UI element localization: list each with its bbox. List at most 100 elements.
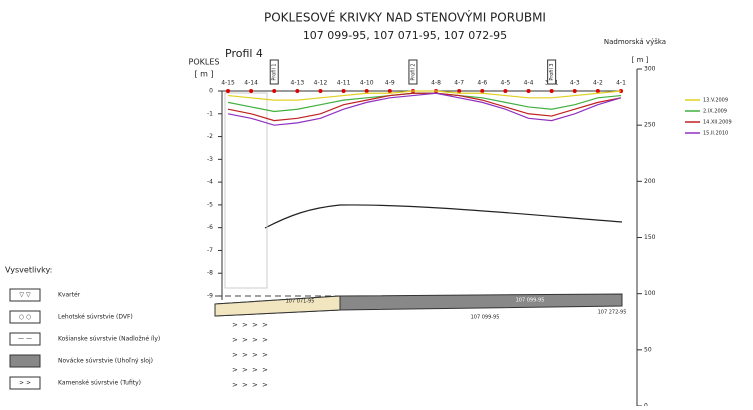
x-tick-label: 4-3 <box>570 80 580 87</box>
y2-unit: [ m ] <box>632 56 649 64</box>
terrain-line <box>264 204 623 229</box>
legend-label: 15.II.2010 <box>703 131 728 137</box>
y2-tick-label: 150 <box>644 234 656 241</box>
borehole-label: 107 272-95 <box>598 310 627 316</box>
profile-label: Profil 3 <box>549 63 555 80</box>
survey-point <box>341 89 346 93</box>
legend-item: Kamenské súvrstvie (Tufity) <box>58 380 141 387</box>
y-label: POKLES <box>189 58 220 67</box>
y-tick-label: -8 <box>207 270 213 277</box>
tuff-mark: > <box>262 366 268 374</box>
tuff-mark: > <box>232 366 238 374</box>
profile-box <box>547 59 557 85</box>
legend-item: Košianske súvrstvie (Nadložné íly) <box>58 336 160 343</box>
survey-point <box>226 89 230 93</box>
pattern-symbol: > > <box>19 380 31 387</box>
tuff-mark: > <box>262 321 268 329</box>
tuff-mark: > <box>252 366 258 374</box>
survey-point <box>318 89 323 93</box>
tuff-pattern: > > > > > > > > > > > > > > > > > > > > <box>232 321 268 389</box>
profile-label: Profil 1 <box>272 63 278 80</box>
y-tick-label: -5 <box>207 201 213 208</box>
y-tick-label: -3 <box>207 156 213 163</box>
survey-point <box>503 89 508 93</box>
borehole-label: 107 071-95 <box>286 299 315 305</box>
tuff-mark: > <box>252 381 258 389</box>
tuff-mark: > <box>252 351 258 359</box>
series-line <box>227 92 622 126</box>
survey-point <box>457 89 462 93</box>
x-tick-label: 4-1 <box>616 80 626 87</box>
tuff-mark: > <box>232 351 238 359</box>
legend-pattern <box>9 310 41 324</box>
x-tick-label: 4-10 <box>360 80 374 87</box>
survey-point <box>526 89 531 93</box>
coal-seam-hatch <box>214 295 341 317</box>
y-tick-label: -6 <box>207 224 213 231</box>
profile-marker: Profil 2 <box>408 59 418 85</box>
tuff-mark: > <box>242 366 248 374</box>
legend-pattern <box>9 354 41 368</box>
x-tick-label: 4-5 <box>501 80 511 87</box>
y2-tick-label: 0 <box>644 403 648 407</box>
legend-item: Novácke súvrstvie (Uhoľný sloj) <box>58 358 153 365</box>
x-tick-label: 4-7 <box>454 80 464 87</box>
pattern-symbol: ▽ ▽ <box>19 292 31 299</box>
legend-pattern <box>9 288 41 302</box>
survey-point <box>595 89 600 93</box>
x-tick-label: 4-6 <box>477 80 487 87</box>
series-line <box>227 92 622 113</box>
y-tick-label: -9 <box>207 293 213 300</box>
y-tick-label: 0 <box>209 88 213 95</box>
tuff-mark: > <box>232 321 238 329</box>
legend-label: 13.V.2009 <box>703 98 728 104</box>
geology-legend: ▽ ▽ Kvartér ○ ○ Lehotské súvrstvie (DVF) — —… <box>9 288 160 390</box>
pattern-symbol: — — <box>18 336 32 343</box>
survey-point <box>249 89 254 93</box>
tuff-mark: > <box>242 351 248 359</box>
y2-tick-label: 250 <box>644 122 656 129</box>
borehole-label: 107 099-95 <box>471 315 500 321</box>
tuff-mark: > <box>262 336 268 344</box>
survey-point <box>480 89 485 93</box>
survey-point <box>272 89 277 93</box>
y-tick-label: -1 <box>207 110 213 117</box>
tuff-mark: > <box>232 336 238 344</box>
y2-tick-label: 200 <box>644 178 656 185</box>
legend-item: Lehotské súvrstvie (DVF) <box>58 314 133 321</box>
y-unit: [ m ] <box>194 70 213 79</box>
series-line <box>227 92 622 122</box>
tuff-mark: > <box>262 351 268 359</box>
legend-pattern <box>9 332 41 346</box>
y2-tick-label: 50 <box>644 346 652 353</box>
subtitle: 107 099-95, 107 071-95, 107 072-95 <box>303 29 507 42</box>
profile-box <box>269 59 279 85</box>
x-tick-label: 4-12 <box>314 80 328 87</box>
survey-point <box>549 89 554 93</box>
x-tick-label: 4-8 <box>431 80 441 87</box>
y2-tick-label: 100 <box>644 290 656 297</box>
borehole-label: 107 099-95 <box>516 298 545 304</box>
x-tick-label: 4-15 <box>221 80 235 87</box>
legend-label: 14.XII.2009 <box>703 120 732 126</box>
tuff-mark: > <box>262 381 268 389</box>
profile-marker: Profil 1 <box>269 59 279 85</box>
y-tick-label: -4 <box>207 179 213 186</box>
x-tick-label: 4-2 <box>593 80 603 87</box>
profile-label: Profil 2 <box>410 63 416 80</box>
y-tick-label: -2 <box>207 133 213 140</box>
survey-point <box>295 89 300 93</box>
series-line <box>227 90 622 101</box>
borehole-column <box>224 92 268 289</box>
legend-item: Kvartér <box>58 292 81 299</box>
legend-pattern <box>9 376 41 390</box>
legend-title: Vysvetlivky: <box>5 266 52 275</box>
tuff-mark: > <box>232 381 238 389</box>
survey-point <box>364 89 369 93</box>
tuff-mark: > <box>242 381 248 389</box>
y-tick-label: -7 <box>207 247 213 254</box>
x-tick-label: 4-11 <box>337 80 351 87</box>
x-tick-label: 4-9 <box>385 80 395 87</box>
y2-tick-label: 300 <box>644 66 656 73</box>
